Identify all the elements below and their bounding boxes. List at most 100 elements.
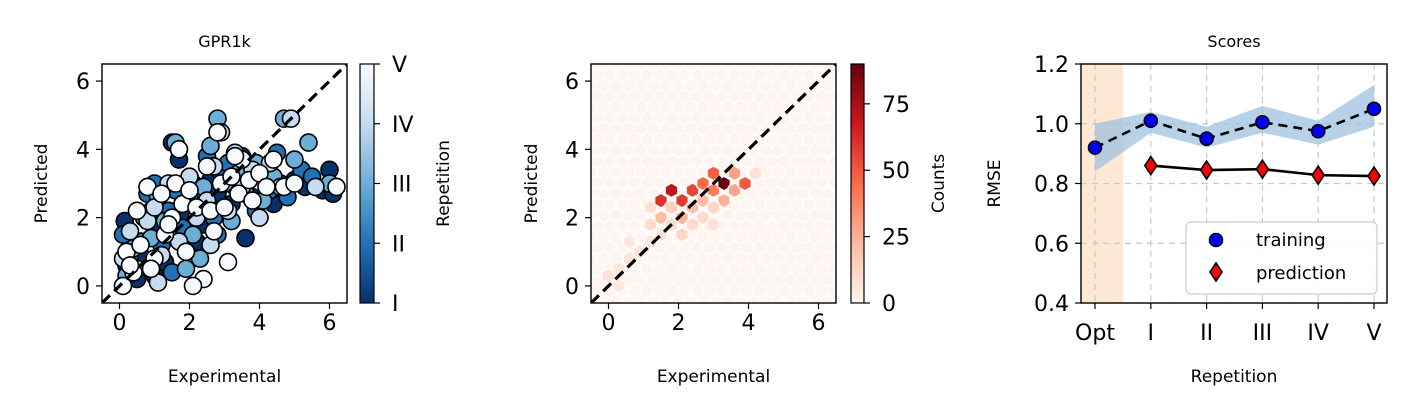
- data-point: [120, 222, 140, 241]
- data-point: [159, 215, 178, 234]
- identity-line: [591, 64, 836, 303]
- hex-cell-empty: [808, 293, 823, 303]
- colorbar-tick-label: IV: [392, 113, 414, 138]
- colorbar-tick-label: II: [392, 232, 405, 257]
- legend-training-label: training: [1256, 230, 1326, 251]
- y-tick-label: 0.6: [1034, 232, 1069, 257]
- data-point: [180, 181, 199, 200]
- data-point: [285, 150, 304, 169]
- data-point: [208, 122, 227, 142]
- hex-cell-empty: [766, 305, 778, 319]
- training-confidence-band: [1095, 84, 1374, 172]
- colorbar-tick-label: 25: [882, 226, 910, 251]
- x-tick-label: IV: [1307, 321, 1329, 346]
- data-point: [197, 157, 217, 176]
- y-tick-label: 1.2: [1034, 53, 1069, 78]
- plot-frame: [590, 63, 837, 304]
- prediction-point: [1199, 159, 1214, 181]
- hex-cell-empty: [591, 64, 598, 73]
- hex-cell: [664, 182, 679, 199]
- colorbar-tick-label: 0: [882, 292, 896, 317]
- data-point: [299, 133, 318, 152]
- hex-cell: [706, 216, 721, 233]
- data-point: [225, 146, 245, 166]
- legend-training-marker: [1208, 232, 1224, 248]
- y-axis-label: Predicted: [32, 144, 52, 224]
- data-point: [183, 276, 203, 296]
- x-tick-label: 0: [113, 311, 127, 336]
- x-axis-label: Repetition: [1191, 367, 1278, 387]
- hex-cell: [738, 175, 752, 192]
- data-point: [327, 177, 346, 197]
- hex-cell-empty: [703, 305, 715, 319]
- x-tick-label: 2: [183, 311, 197, 336]
- hex-cell-empty: [696, 293, 711, 303]
- hex-cell-empty: [728, 305, 740, 319]
- data-point: [131, 235, 150, 255]
- colorbar-tick-label: V: [392, 53, 407, 78]
- y-tick-label: 4: [565, 138, 579, 163]
- legend-box: [1185, 221, 1378, 295]
- data-point: [306, 177, 325, 197]
- data-point: [152, 184, 171, 204]
- x-tick-label: 0: [602, 311, 616, 336]
- hex-cell: [696, 209, 710, 226]
- colorbar-tick-label: I: [392, 292, 399, 317]
- data-point: [264, 150, 283, 169]
- hexbin-panel: 0 2 4 6 0 2 4 6 Experimental Predicted 0 25 50 75 Coun…: [522, 63, 949, 387]
- hex-cell: [717, 192, 731, 209]
- data-point: [285, 174, 304, 193]
- chart-title: Scores: [1207, 32, 1260, 51]
- y-tick-label: 0.8: [1034, 173, 1069, 198]
- y-tick-label: 2: [565, 207, 579, 232]
- data-point: [218, 252, 238, 272]
- y-axis-label: RMSE: [985, 159, 1005, 207]
- hex-cell: [654, 192, 668, 209]
- hex-cell-empty: [791, 305, 803, 319]
- hex-cell-empty: [778, 305, 790, 319]
- hex-cell-empty: [609, 293, 623, 303]
- hex-cell-empty: [758, 293, 773, 303]
- hex-cells: [591, 64, 852, 319]
- hex-cell-empty: [771, 293, 785, 303]
- identity-line: [102, 64, 347, 303]
- hex-cell: [622, 233, 637, 250]
- y-tick-label: 1.0: [1034, 113, 1069, 138]
- data-point: [257, 177, 276, 197]
- data-point: [127, 201, 147, 221]
- training-line: [1094, 107, 1375, 149]
- hex-cell-empty: [633, 293, 648, 303]
- hex-cell: [675, 192, 689, 209]
- hex-cell-empty: [721, 293, 736, 303]
- training-point: [1366, 101, 1382, 117]
- hex-cell-empty: [840, 305, 852, 319]
- hex-cell-empty: [658, 293, 673, 303]
- x-tick-label: 4: [253, 311, 267, 336]
- prediction-point: [1255, 158, 1270, 180]
- x-axis-label: Experimental: [657, 367, 770, 387]
- legend: training prediction: [1185, 221, 1378, 295]
- y-tick-label: 2: [76, 207, 90, 232]
- x-tick-label: 4: [742, 311, 756, 336]
- hex-cell-empty: [616, 305, 628, 319]
- y-tick-label: 6: [565, 70, 579, 95]
- x-tick-label: III: [1253, 321, 1272, 346]
- x-tick-label: V: [1366, 321, 1381, 346]
- legend-prediction-label: prediction: [1256, 263, 1346, 284]
- hex-cell-empty: [621, 293, 636, 303]
- training-point: [1087, 140, 1103, 155]
- hex-cell-empty: [683, 293, 698, 303]
- data-point: [169, 140, 189, 159]
- x-axis-label: Experimental: [168, 367, 281, 387]
- hex-cell-empty: [733, 293, 748, 303]
- colorbar-tick-label: III: [392, 173, 411, 198]
- y-tick-label: 0: [76, 275, 90, 300]
- x-tick-label: 2: [672, 311, 686, 336]
- hex-cell-empty: [783, 293, 798, 303]
- y-tick-label: 4: [76, 138, 90, 163]
- hex-cell-empty: [628, 305, 640, 319]
- colorbar-label: Counts: [929, 154, 949, 213]
- hex-cell: [675, 209, 689, 226]
